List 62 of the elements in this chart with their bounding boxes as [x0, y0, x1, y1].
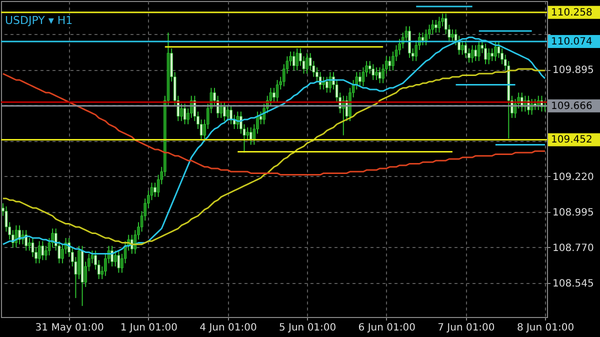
candlestick: [490, 48, 494, 62]
candlestick: [246, 126, 249, 141]
candlestick: [306, 52, 308, 74]
x-tick-label: 5 Jun 01:00: [278, 322, 336, 334]
candlestick: [117, 250, 120, 274]
candlestick: [276, 80, 279, 103]
candlestick: [114, 250, 117, 267]
candlestick: [464, 40, 468, 58]
candlestick: [388, 56, 392, 72]
candlestick: [18, 224, 21, 245]
candlestick: [272, 87, 276, 103]
x-tick-label: 1 Jun 01:00: [120, 322, 178, 334]
candlestick: [487, 48, 490, 65]
candlestick: [28, 238, 31, 252]
candlestick: [41, 240, 44, 261]
ref-line-label: 110.258: [551, 7, 592, 18]
candlestick: [431, 19, 434, 35]
candlestick: [180, 103, 183, 122]
candlestick: [249, 126, 252, 146]
x-tick-label: 8 Jun 01:00: [516, 322, 574, 334]
ref-line-label: 110.074: [551, 36, 592, 48]
candlestick: [328, 72, 332, 94]
candlestick: [38, 240, 41, 264]
candlestick: [470, 44, 474, 64]
x-tick-label: 6 Jun 01:00: [358, 322, 416, 334]
candlestick: [375, 66, 378, 80]
y-tick-label: 109.220: [552, 172, 594, 183]
candlestick: [325, 76, 328, 94]
candlestick: [438, 16, 441, 34]
text: USDJPY ▾ H1: [5, 14, 73, 27]
candlestick: [223, 102, 226, 122]
candlestick: [220, 102, 223, 118]
y-tick-label: 108.545: [552, 278, 594, 290]
candlestick: [474, 44, 478, 62]
ref-line-label: 109.666: [551, 100, 592, 112]
candlestick: [110, 245, 114, 267]
candlestick: [226, 104, 230, 122]
x-tick-label: 4 Jun 01:00: [200, 322, 257, 334]
candlestick: [154, 182, 156, 198]
candlestick: [236, 111, 240, 130]
candlestick: [296, 48, 299, 72]
candlestick: [424, 28, 428, 46]
candlestick: [451, 28, 454, 43]
y-tick-label: 108.995: [552, 207, 594, 218]
line-series: [2, 72, 546, 176]
candlestick: [183, 103, 186, 125]
candlestick: [24, 230, 28, 252]
candlestick: [408, 26, 411, 58]
candlestick: [372, 64, 375, 80]
y-tick-label: 108.770: [552, 242, 594, 254]
x-tick-label: 7 Jun 01:00: [438, 322, 495, 334]
candlestick: [494, 42, 497, 62]
candlestick: [358, 72, 362, 87]
ref-line-label: 109.452: [551, 134, 592, 146]
candlestick: [292, 51, 296, 72]
candlestick: [434, 19, 438, 34]
candlestick: [478, 40, 480, 62]
candlestick: [460, 40, 464, 56]
candlestick: [230, 104, 232, 125]
candlestick: [484, 43, 487, 65]
y-tick-label: 109.895: [552, 65, 594, 76]
x-tick-label: 31 May 01:00: [35, 322, 104, 334]
